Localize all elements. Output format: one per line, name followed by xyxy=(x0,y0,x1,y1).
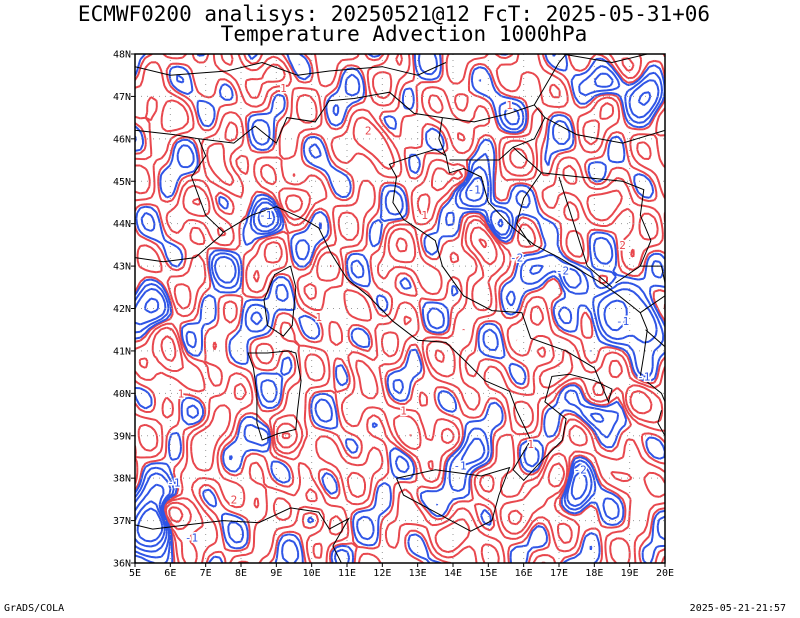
national-border xyxy=(442,104,546,161)
lon-tick-label: 11E xyxy=(338,568,356,579)
map-subtitle: Temperature Advection 1000hPa xyxy=(220,22,588,46)
national-border xyxy=(135,129,224,233)
lon-tick-label: 5E xyxy=(129,568,141,579)
footer-credit: GrADS/COLA xyxy=(4,603,65,614)
negative-contour xyxy=(135,72,660,559)
positive-contour xyxy=(168,238,488,524)
lon-tick-label: 13E xyxy=(409,568,427,579)
coastline xyxy=(135,507,351,563)
national-border xyxy=(640,265,665,284)
national-border xyxy=(562,54,665,64)
negative-contour-label: -2 xyxy=(574,464,587,477)
national-border xyxy=(135,61,447,76)
lon-tick-label: 9E xyxy=(270,568,282,579)
lon-tick-label: 15E xyxy=(479,568,497,579)
positive-contour-label: 1 xyxy=(506,99,513,112)
positive-contour xyxy=(135,54,665,563)
positive-contour-label: 1 xyxy=(280,82,287,95)
lat-tick-label: 36N xyxy=(113,559,131,570)
lon-tick-label: 18E xyxy=(585,568,603,579)
positive-contour-label: 1 xyxy=(421,209,428,222)
lat-tick-label: 42N xyxy=(113,304,131,315)
lon-tick-label: 17E xyxy=(550,568,568,579)
national-border xyxy=(640,295,665,314)
lat-tick-label: 38N xyxy=(113,474,131,485)
coastline-borders xyxy=(135,54,665,563)
coastline xyxy=(135,231,224,263)
national-border xyxy=(512,146,652,284)
national-border xyxy=(645,329,665,348)
positive-contour-label: 2 xyxy=(619,239,626,252)
lat-tick-label: 48N xyxy=(113,50,131,61)
lon-tick-label: 8E xyxy=(235,568,247,579)
negative-contour xyxy=(135,500,166,548)
national-border xyxy=(438,117,447,156)
negative-contour-label: -1 xyxy=(185,532,198,545)
lat-tick-label: 37N xyxy=(113,516,131,527)
negative-contour-label: -1 xyxy=(167,476,180,489)
negative-contour-label: -1 xyxy=(453,459,466,472)
positive-contour-label: 2 xyxy=(365,124,372,137)
coastline xyxy=(657,410,665,437)
coastline xyxy=(396,466,511,532)
lat-tick-label: 45N xyxy=(113,177,131,188)
longitude-axis: 5E 6E 7E 8E 9E 10E 11E 12E 13E 14E 15E 16E 17E 18E 19E… xyxy=(129,563,674,579)
lat-lon-grid xyxy=(135,54,665,563)
negative-contour-label: -2 xyxy=(556,264,569,277)
contour-labels: 1 2 1 1 2 1 1 2 1 1 -1 -2 -1 -1 -2 -1 -1 -2 -1 -1 xyxy=(166,80,652,546)
negative-contour-label: -1 xyxy=(259,209,272,222)
coastline xyxy=(263,265,297,337)
negative-contour-label: -1 xyxy=(616,315,629,328)
positive-contour xyxy=(135,54,665,563)
positive-contour-label: 1 xyxy=(315,311,322,324)
lon-tick-label: 6E xyxy=(164,568,176,579)
lon-tick-label: 7E xyxy=(200,568,212,579)
lon-tick-label: 12E xyxy=(373,568,391,579)
lat-tick-label: 43N xyxy=(113,262,131,273)
coastline xyxy=(223,148,665,482)
lon-tick-label: 16E xyxy=(515,568,533,579)
positive-contour-label: 2 xyxy=(231,493,238,506)
positive-contour-label: 1 xyxy=(527,438,534,451)
lon-tick-label: 19E xyxy=(621,568,639,579)
national-border xyxy=(516,172,542,246)
map-title: ECMWF0200 analisys: 20250521@12 FcT: 202… xyxy=(77,2,711,26)
lat-tick-label: 40N xyxy=(113,389,131,400)
lat-tick-label: 46N xyxy=(113,134,131,145)
lon-tick-label: 20E xyxy=(656,568,674,579)
lat-tick-label: 39N xyxy=(113,431,131,442)
national-border xyxy=(198,91,443,144)
negative-contour-label: -2 xyxy=(510,252,523,265)
negative-contour xyxy=(135,54,665,563)
coastline xyxy=(247,350,302,441)
positive-contour-label: 1 xyxy=(178,387,185,400)
negative-contour xyxy=(136,507,164,543)
lat-tick-label: 44N xyxy=(113,219,131,230)
footer-timestamp: 2025-05-21-21:57 xyxy=(689,603,786,614)
lat-tick-label: 41N xyxy=(113,346,131,357)
lon-tick-label: 14E xyxy=(444,568,462,579)
positive-contour-label: 1 xyxy=(400,404,407,417)
negative-contour-label: -1 xyxy=(468,184,481,197)
latitude-axis: 48N 47N 46N 45N 44N 43N 42N 41N 40N 39N 38N 37N 36N xyxy=(113,50,135,570)
negative-contour-label: -1 xyxy=(637,370,650,383)
national-border xyxy=(533,54,567,106)
lat-tick-label: 47N xyxy=(113,92,131,103)
positive-contour xyxy=(135,54,665,563)
national-border xyxy=(558,176,613,288)
lon-tick-label: 10E xyxy=(303,568,321,579)
national-border xyxy=(544,117,665,144)
